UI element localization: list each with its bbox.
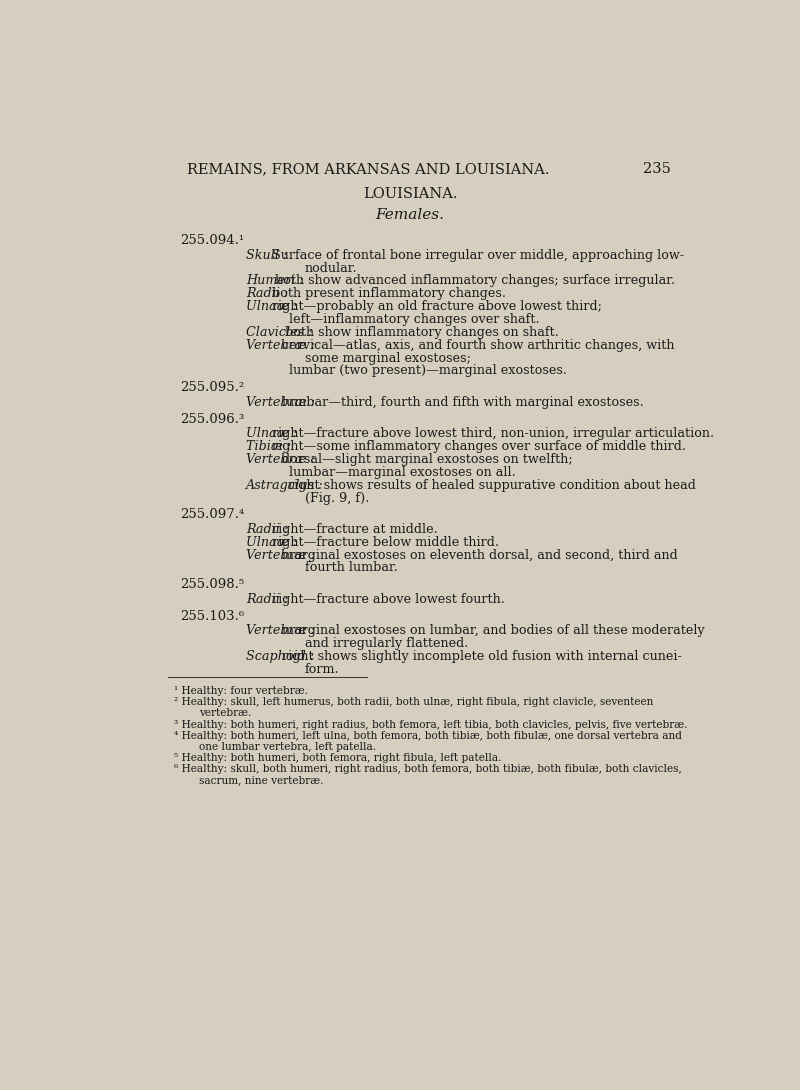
Text: Scaphoid :: Scaphoid : [246, 650, 314, 663]
Text: Vertebræ :: Vertebræ : [246, 396, 314, 409]
Text: right shows results of healed suppurative condition about head: right shows results of healed suppurativ… [284, 479, 696, 492]
Text: LOUISIANA.: LOUISIANA. [362, 187, 458, 201]
Text: 255.094.¹: 255.094.¹ [181, 234, 245, 247]
Text: right shows slightly incomplete old fusion with internal cunei-: right shows slightly incomplete old fusi… [278, 650, 682, 663]
Text: nodular.: nodular. [305, 262, 358, 275]
Text: vertebræ.: vertebræ. [199, 708, 251, 718]
Text: lumbar—third, fourth and fifth with marginal exostoses.: lumbar—third, fourth and fifth with marg… [278, 396, 644, 409]
Text: lumbar (two present)—marginal exostoses.: lumbar (two present)—marginal exostoses. [289, 364, 567, 377]
Text: Humeri :: Humeri : [246, 275, 303, 288]
Text: cervical—atlas, axis, and fourth show arthritic changes, with: cervical—atlas, axis, and fourth show ar… [278, 339, 674, 352]
Text: marginal exostoses on eleventh dorsal, and second, third and: marginal exostoses on eleventh dorsal, a… [278, 548, 678, 561]
Text: Ulnaæ :: Ulnaæ : [246, 427, 297, 440]
Text: ² Healthy: skull, left humerus, both radii, both ulnæ, right fibula, right clavi: ² Healthy: skull, left humerus, both rad… [174, 698, 654, 707]
Text: 255.098.⁵: 255.098.⁵ [181, 578, 245, 591]
Text: REMAINS, FROM ARKANSAS AND LOUISIANA.: REMAINS, FROM ARKANSAS AND LOUISIANA. [187, 161, 550, 175]
Text: Vertebræ :: Vertebræ : [246, 548, 314, 561]
Text: fourth lumbar.: fourth lumbar. [305, 561, 398, 574]
Text: both present inflammatory changes.: both present inflammatory changes. [268, 288, 506, 301]
Text: lumbar—marginal exostoses on all.: lumbar—marginal exostoses on all. [289, 465, 516, 479]
Text: marginal exostoses on lumbar, and bodies of all these moderately: marginal exostoses on lumbar, and bodies… [278, 625, 705, 638]
Text: dorsal—slight marginal exostoses on twelfth;: dorsal—slight marginal exostoses on twel… [278, 453, 573, 467]
Text: right—probably an old fracture above lowest third;: right—probably an old fracture above low… [268, 300, 602, 313]
Text: Vertebræ :: Vertebræ : [246, 339, 314, 352]
Text: 255.095.²: 255.095.² [181, 382, 245, 395]
Text: Tibiæ :: Tibiæ : [246, 440, 291, 453]
Text: 235: 235 [642, 161, 670, 175]
Text: Clavicles :: Clavicles : [246, 326, 312, 339]
Text: Surface of frontal bone irregular over middle, approaching low-: Surface of frontal bone irregular over m… [268, 249, 684, 262]
Text: Vertebræ :: Vertebræ : [246, 453, 314, 467]
Text: right—fracture above lowest fourth.: right—fracture above lowest fourth. [268, 593, 505, 606]
Text: Vertebræ :: Vertebræ : [246, 625, 314, 638]
Text: (Fig. 9, f).: (Fig. 9, f). [305, 492, 369, 505]
Text: Astragalus :: Astragalus : [246, 479, 323, 492]
Text: Radii :: Radii : [246, 593, 288, 606]
Text: right—fracture above lowest third, non-union, irregular articulation.: right—fracture above lowest third, non-u… [268, 427, 714, 440]
Text: left—inflammatory changes over shaft.: left—inflammatory changes over shaft. [289, 313, 540, 326]
Text: ⁶ Healthy: skull, both humeri, right radius, both femora, both tibiæ, both fibul: ⁶ Healthy: skull, both humeri, right rad… [174, 764, 682, 774]
Text: Radii :: Radii : [246, 288, 288, 301]
Text: ⁵ Healthy: both humeri, both femora, right fibula, left patella.: ⁵ Healthy: both humeri, both femora, rig… [174, 753, 502, 763]
Text: Females.: Females. [375, 208, 445, 222]
Text: right—fracture below middle third.: right—fracture below middle third. [268, 536, 499, 548]
Text: right—some inflammatory changes over surface of middle third.: right—some inflammatory changes over sur… [268, 440, 686, 453]
Text: ⁴ Healthy: both humeri, left ulna, both femora, both tibiæ, both fibulæ, one dor: ⁴ Healthy: both humeri, left ulna, both … [174, 730, 682, 741]
Text: right—fracture at middle.: right—fracture at middle. [268, 523, 438, 536]
Text: both show inflammatory changes on shaft.: both show inflammatory changes on shaft. [281, 326, 559, 339]
Text: some marginal exostoses;: some marginal exostoses; [305, 352, 470, 364]
Text: and irregularly flattened.: and irregularly flattened. [305, 638, 468, 651]
Text: 255.096.³: 255.096.³ [181, 412, 245, 425]
Text: Radii :: Radii : [246, 523, 288, 536]
Text: one lumbar vertebra, left patella.: one lumbar vertebra, left patella. [199, 742, 376, 752]
Text: sacrum, nine vertebræ.: sacrum, nine vertebræ. [199, 775, 324, 786]
Text: both show advanced inflammatory changes; surface irregular.: both show advanced inflammatory changes;… [271, 275, 676, 288]
Text: Ulnaæ :: Ulnaæ : [246, 536, 297, 548]
Text: ³ Healthy: both humeri, right radius, both femora, left tibia, both clavicles, p: ³ Healthy: both humeri, right radius, bo… [174, 719, 688, 729]
Text: 255.103.⁶: 255.103.⁶ [181, 609, 245, 622]
Text: Skull :: Skull : [246, 249, 287, 262]
Text: form.: form. [305, 663, 339, 676]
Text: Ulnaæ :: Ulnaæ : [246, 300, 297, 313]
Text: ¹ Healthy: four vertebræ.: ¹ Healthy: four vertebræ. [174, 686, 308, 697]
Text: 255.097.⁴: 255.097.⁴ [181, 508, 245, 521]
